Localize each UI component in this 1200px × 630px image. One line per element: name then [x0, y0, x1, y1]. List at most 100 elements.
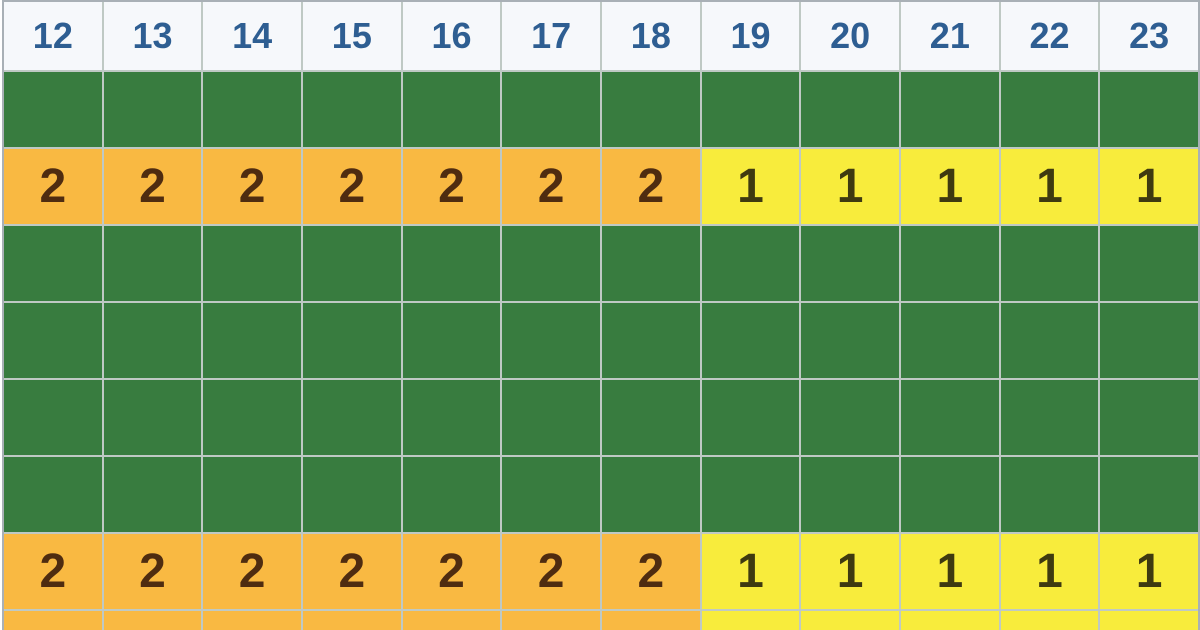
band-row-3-cell-hour-19	[701, 303, 800, 378]
band-row-5-cell-hour-13	[103, 457, 202, 532]
partial-row-cell-hour-13	[103, 611, 202, 630]
band-row-4-cell-hour-20	[801, 380, 899, 455]
partial-row-cell-hour-14	[203, 611, 301, 630]
band-row-3-cell-hour-18	[601, 303, 700, 378]
band-row-2-cell-hour-21	[900, 226, 999, 301]
partial-row-cell-hour-17	[502, 611, 600, 630]
band-row-4-cell-hour-16	[402, 380, 501, 455]
band-row-5-cell-hour-18	[601, 457, 700, 532]
value-row-1-cell-hour-19: 1	[701, 149, 800, 224]
band-row-2-cell-hour-18	[601, 226, 700, 301]
band-row-3-cell-hour-21	[900, 303, 999, 378]
partial-row-cell-hour-22	[1000, 611, 1099, 630]
band-row-4-cell-hour-14	[203, 380, 301, 455]
value-row-2-cell-hour-18: 2	[601, 534, 700, 609]
header-cell-hour-13: 13	[103, 2, 202, 70]
value-row-2-cell-hour-12: 2	[4, 534, 102, 609]
band-row-5-cell-hour-15	[302, 457, 401, 532]
band-row-3-cell-hour-13	[103, 303, 202, 378]
band-row-4-cell-hour-13	[103, 380, 202, 455]
band-row-4-cell-hour-22	[1000, 380, 1099, 455]
band-row-1-cell-hour-15	[302, 72, 401, 147]
band-row-4-cell-hour-19	[701, 380, 800, 455]
header-cell-hour-18: 18	[601, 2, 700, 70]
partial-row-cell-hour-16	[402, 611, 501, 630]
band-row-1-cell-hour-12	[4, 72, 102, 147]
band-row-1-cell-hour-13	[103, 72, 202, 147]
value-row-2-cell-hour-22: 1	[1000, 534, 1099, 609]
band-row-1-cell-hour-16	[402, 72, 501, 147]
value-row-1-cell-hour-20: 1	[801, 149, 899, 224]
band-row-2-cell-hour-13	[103, 226, 202, 301]
band-row-5-cell-hour-16	[402, 457, 501, 532]
header-cell-hour-22: 22	[1000, 2, 1099, 70]
band-row-5-cell-hour-17	[502, 457, 600, 532]
band-row-3-cell-hour-23	[1100, 303, 1198, 378]
band-row-2-cell-hour-23	[1100, 226, 1198, 301]
partial-row-cell-hour-19	[701, 611, 800, 630]
header-cell-hour-20: 20	[801, 2, 899, 70]
band-row-2-cell-hour-12	[4, 226, 102, 301]
band-row-3-cell-hour-15	[302, 303, 401, 378]
band-row-3-cell-hour-20	[801, 303, 899, 378]
value-row-2-cell-hour-14: 2	[203, 534, 301, 609]
header-cell-hour-21: 21	[900, 2, 999, 70]
band-row-4-cell-hour-15	[302, 380, 401, 455]
band-row-3-cell-hour-16	[402, 303, 501, 378]
partial-row-cell-hour-20	[801, 611, 899, 630]
band-row-1-cell-hour-19	[701, 72, 800, 147]
value-row-2-cell-hour-19: 1	[701, 534, 800, 609]
band-row-5-cell-hour-22	[1000, 457, 1099, 532]
value-row-2-cell-hour-17: 2	[502, 534, 600, 609]
band-row-1-cell-hour-22	[1000, 72, 1099, 147]
band-row-5-cell-hour-21	[900, 457, 999, 532]
value-row-1-cell-hour-16: 2	[402, 149, 501, 224]
band-row-5-cell-hour-23	[1100, 457, 1198, 532]
partial-row-cell-hour-21	[900, 611, 999, 630]
value-row-1-cell-hour-21: 1	[900, 149, 999, 224]
band-row-5-cell-hour-14	[203, 457, 301, 532]
header-cell-hour-16: 16	[402, 2, 501, 70]
band-row-1-cell-hour-21	[900, 72, 999, 147]
band-row-3-cell-hour-17	[502, 303, 600, 378]
partial-row-cell-hour-15	[302, 611, 401, 630]
header-cell-hour-19: 19	[701, 2, 800, 70]
value-row-1-cell-hour-12: 2	[4, 149, 102, 224]
value-row-1-cell-hour-15: 2	[302, 149, 401, 224]
value-row-1-cell-hour-14: 2	[203, 149, 301, 224]
band-row-2-cell-hour-20	[801, 226, 899, 301]
band-row-3-cell-hour-22	[1000, 303, 1099, 378]
band-row-3-cell-hour-14	[203, 303, 301, 378]
header-cell-hour-23: 23	[1100, 2, 1198, 70]
band-row-1-cell-hour-20	[801, 72, 899, 147]
band-row-1-cell-hour-18	[601, 72, 700, 147]
band-row-5-cell-hour-20	[801, 457, 899, 532]
value-row-2-cell-hour-16: 2	[402, 534, 501, 609]
band-row-2-cell-hour-15	[302, 226, 401, 301]
header-cell-hour-14: 14	[203, 2, 301, 70]
band-row-1-cell-hour-23	[1100, 72, 1198, 147]
band-row-2-cell-hour-22	[1000, 226, 1099, 301]
band-row-2-cell-hour-14	[203, 226, 301, 301]
band-row-1-cell-hour-17	[502, 72, 600, 147]
value-row-2-cell-hour-20: 1	[801, 534, 899, 609]
value-row-1-cell-hour-13: 2	[103, 149, 202, 224]
value-row-1-cell-hour-18: 2	[601, 149, 700, 224]
band-row-4-cell-hour-21	[900, 380, 999, 455]
band-row-2-cell-hour-17	[502, 226, 600, 301]
partial-row-cell-hour-23	[1100, 611, 1198, 630]
value-row-2-cell-hour-15: 2	[302, 534, 401, 609]
value-row-2-cell-hour-21: 1	[900, 534, 999, 609]
header-cell-hour-17: 17	[502, 2, 600, 70]
value-row-1-cell-hour-23: 1	[1100, 149, 1198, 224]
band-row-2-cell-hour-19	[701, 226, 800, 301]
value-row-2-cell-hour-23: 1	[1100, 534, 1198, 609]
band-row-4-cell-hour-18	[601, 380, 700, 455]
partial-row-cell-hour-12	[4, 611, 102, 630]
value-row-1-cell-hour-22: 1	[1000, 149, 1099, 224]
band-row-1-cell-hour-14	[203, 72, 301, 147]
band-row-4-cell-hour-12	[4, 380, 102, 455]
value-row-1-cell-hour-17: 2	[502, 149, 600, 224]
band-row-5-cell-hour-12	[4, 457, 102, 532]
